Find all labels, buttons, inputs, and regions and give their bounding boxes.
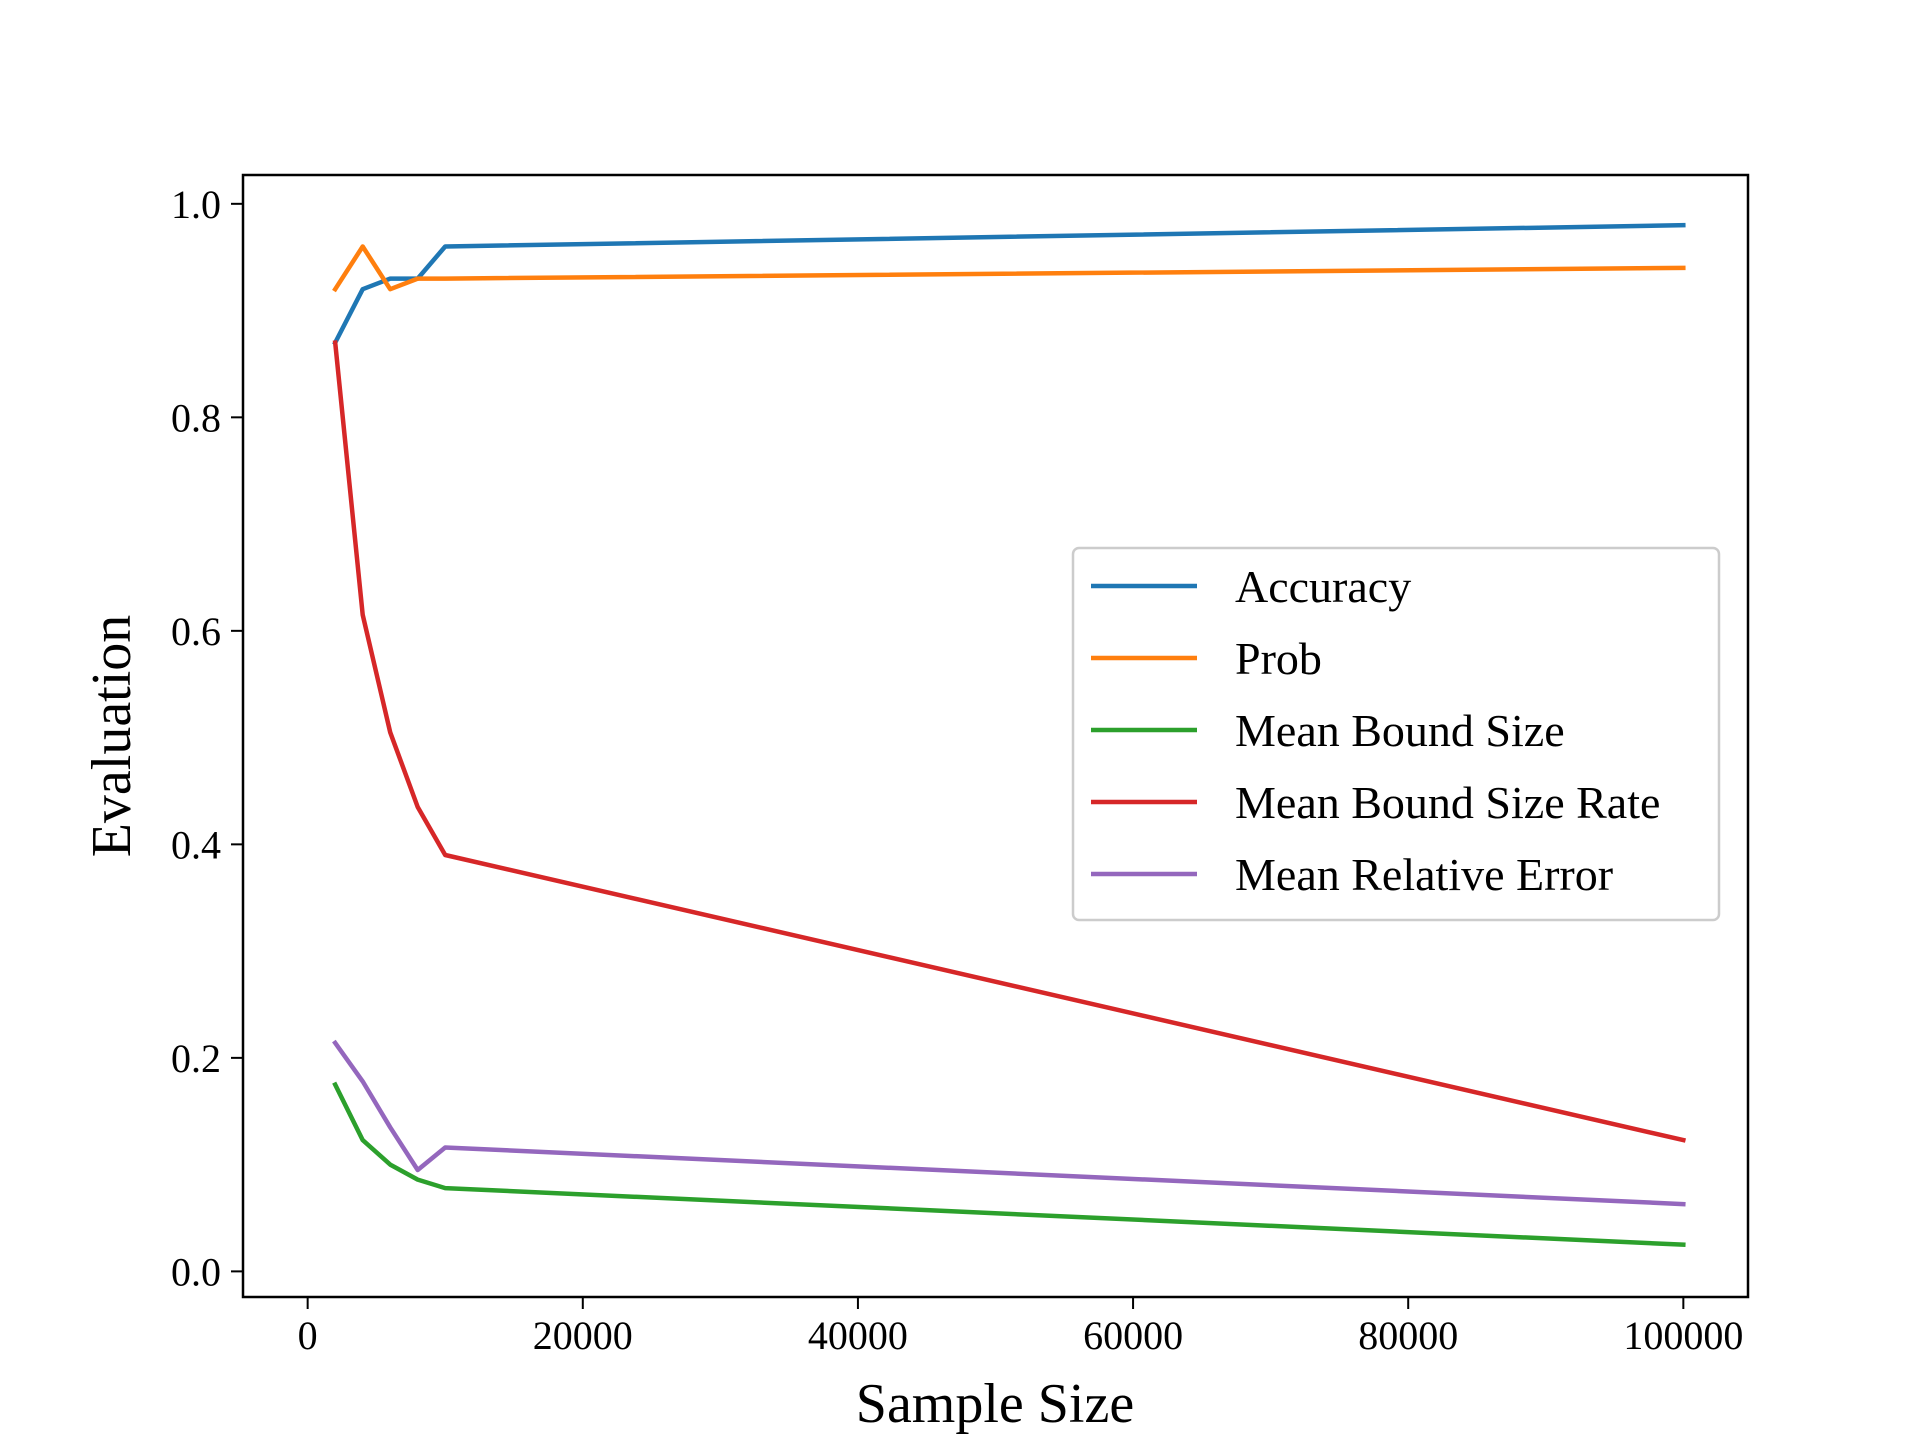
y-axis: 0.0 0.2 0.4 0.6 0.8 1.0: [171, 182, 243, 1294]
x-axis: 0 20000 40000 60000 80000 100000: [298, 1297, 1743, 1358]
x-axis-label: Sample Size: [856, 1373, 1134, 1435]
legend-label: Accuracy: [1235, 561, 1411, 612]
y-tick-label: 0.2: [171, 1036, 221, 1081]
series-line-3: [332, 340, 1686, 1143]
legend-label: Mean Bound Size: [1235, 705, 1565, 756]
legend-label: Mean Relative Error: [1235, 849, 1613, 900]
plot-lines: [332, 222, 1686, 1248]
x-tick-label: 40000: [808, 1313, 908, 1358]
y-axis-label: Evaluation: [81, 615, 143, 858]
legend-box: [1071, 546, 1721, 922]
y-tick-label: 0.4: [171, 822, 221, 867]
x-tick-label: 80000: [1358, 1313, 1458, 1358]
series-line-4: [332, 1039, 1686, 1207]
y-tick-label: 0.0: [171, 1249, 221, 1294]
y-tick-label: 0.8: [171, 395, 221, 440]
x-tick-label: 20000: [533, 1313, 633, 1358]
x-tick-label: 60000: [1083, 1313, 1183, 1358]
plot-frame: [241, 173, 1750, 1299]
series-line-1: [332, 244, 1686, 293]
y-tick-label: 1.0: [171, 182, 221, 227]
legend: Accuracy Prob Mean Bound Size Mean Bound Si…: [1071, 546, 1721, 922]
y-tick-label: 0.6: [171, 609, 221, 654]
legend-label: Prob: [1235, 633, 1322, 684]
x-tick-label: 0: [298, 1313, 318, 1358]
series-line-0: [332, 222, 1686, 346]
legend-label: Mean Bound Size Rate: [1235, 777, 1660, 828]
series-line-2: [332, 1081, 1686, 1248]
x-tick-label: 100000: [1623, 1313, 1743, 1358]
